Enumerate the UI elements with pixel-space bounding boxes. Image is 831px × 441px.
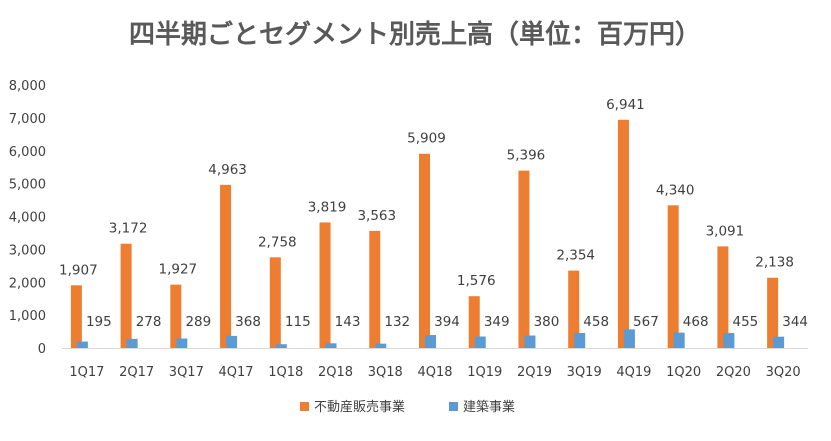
x-tick-label: 2Q18: [318, 365, 353, 380]
data-label-series-1: 1,576: [457, 273, 496, 289]
data-label-series-2: 143: [335, 314, 361, 330]
data-label-series-1: 2,758: [258, 234, 297, 250]
legend-label-series-2: 建築事業: [463, 399, 515, 415]
x-tick-label: 1Q19: [467, 365, 502, 380]
bar-series-1: [220, 184, 232, 348]
chart-title: 四半期ごとセグメント別売上高（単位：百万円）: [129, 19, 701, 50]
x-tick-label: 2Q20: [716, 365, 751, 380]
y-tick-label: 3,000: [9, 243, 46, 258]
data-label-series-1: 3,563: [357, 208, 396, 224]
x-tick-label: 1Q17: [69, 365, 104, 380]
bar-series-2: [176, 338, 188, 348]
x-tick-label: 4Q19: [616, 365, 651, 380]
y-axis: 0 1,000 2,000 3,000 4,000 5,000 6,000 7,000 8,00…: [9, 79, 46, 357]
bar-series-1: [617, 119, 629, 348]
bar-series-2: [275, 344, 287, 348]
data-label-series-1: 1,927: [159, 262, 198, 278]
data-label-series-1: 6,941: [606, 97, 645, 113]
bar-series-1: [120, 243, 132, 348]
x-tick-label: 3Q19: [567, 365, 602, 380]
x-tick-label: 3Q17: [169, 365, 204, 380]
bars: [70, 119, 785, 348]
bar-series-2: [773, 336, 785, 348]
data-label-series-2: 195: [86, 314, 112, 330]
x-tick-label: 3Q20: [766, 365, 801, 380]
bar-series-1: [170, 284, 182, 348]
bar-series-2: [76, 341, 88, 348]
data-label-series-1: 4,963: [208, 162, 247, 178]
x-tick-label: 4Q17: [219, 365, 254, 380]
y-tick-label: 4,000: [9, 211, 46, 226]
bar-series-1: [468, 296, 480, 348]
bar-series-1: [568, 270, 580, 348]
data-label-series-1: 3,172: [109, 221, 148, 237]
y-tick-label: 2,000: [9, 276, 46, 291]
data-label-series-1: 4,340: [656, 182, 695, 198]
data-label-series-2: 344: [782, 314, 808, 330]
data-label-series-2: 289: [185, 314, 211, 330]
bar-series-2: [375, 343, 387, 348]
data-label-series-2: 278: [136, 314, 162, 330]
data-label-series-2: 567: [633, 314, 659, 330]
data-label-series-2: 468: [683, 314, 709, 330]
bar-series-1: [70, 285, 82, 348]
bar-series-2: [226, 335, 238, 348]
x-tick-label: 2Q17: [119, 365, 154, 380]
x-axis: 1Q17 2Q17 3Q17 4Q17 1Q18 2Q18 3Q18 4Q18 1Q19 2Q19…: [62, 348, 808, 380]
data-label-series-2: 368: [235, 314, 261, 330]
bar-series-2: [723, 333, 735, 348]
bar-series-1: [518, 170, 530, 348]
bar-series-1: [369, 230, 381, 348]
data-label-series-2: 394: [434, 314, 460, 330]
bar-series-2: [425, 335, 436, 348]
data-label-series-2: 458: [583, 314, 609, 330]
bar-series-2: [126, 338, 138, 348]
data-label-series-1: 3,819: [308, 199, 347, 215]
data-label-series-1: 3,091: [706, 223, 745, 239]
y-tick-label: 6,000: [9, 145, 46, 160]
bar-series-1: [319, 222, 331, 348]
bar-series-1: [717, 246, 729, 348]
legend-swatch-series-1: [300, 402, 309, 411]
data-label-series-1: 1,907: [59, 262, 98, 278]
x-tick-label: 4Q18: [417, 365, 452, 380]
bar-series-1: [667, 205, 679, 348]
x-tick-label: 3Q18: [368, 365, 403, 380]
data-label-series-2: 132: [384, 314, 410, 330]
data-label-series-1: 2,354: [556, 248, 595, 264]
bar-series-1: [269, 257, 281, 348]
bar-series-1: [419, 153, 430, 348]
data-label-series-2: 455: [733, 314, 759, 330]
y-tick-label: 7,000: [9, 112, 46, 127]
data-label-series-1: 5,909: [407, 131, 446, 147]
legend-swatch-series-2: [449, 402, 458, 411]
data-label-series-2: 115: [285, 314, 311, 330]
data-label-series-2: 349: [484, 314, 510, 330]
legend-label-series-1: 不動産販売事業: [314, 399, 405, 415]
data-labels: 1,907 195 3,172 278 1,927 289 4,963 368 2,758 115…: [59, 97, 808, 330]
x-tick-label: 1Q20: [666, 365, 701, 380]
bar-series-2: [673, 332, 685, 348]
bar-series-2: [524, 335, 536, 348]
legend: 不動産販売事業 建築事業: [300, 399, 515, 415]
bar-series-2: [574, 332, 586, 348]
data-label-series-1: 2,138: [755, 255, 794, 271]
bar-series-2: [623, 329, 635, 348]
y-tick-label: 0: [38, 342, 46, 357]
bar-series-1: [767, 277, 779, 348]
y-tick-label: 1,000: [9, 309, 46, 324]
bar-series-2: [474, 336, 486, 348]
y-tick-label: 5,000: [9, 178, 46, 193]
x-tick-label: 1Q18: [268, 365, 303, 380]
y-tick-label: 8,000: [9, 79, 46, 94]
bar-series-2: [325, 343, 337, 348]
data-label-series-1: 5,396: [507, 148, 546, 164]
x-tick-label: 2Q19: [517, 365, 552, 380]
data-label-series-2: 380: [534, 314, 560, 330]
